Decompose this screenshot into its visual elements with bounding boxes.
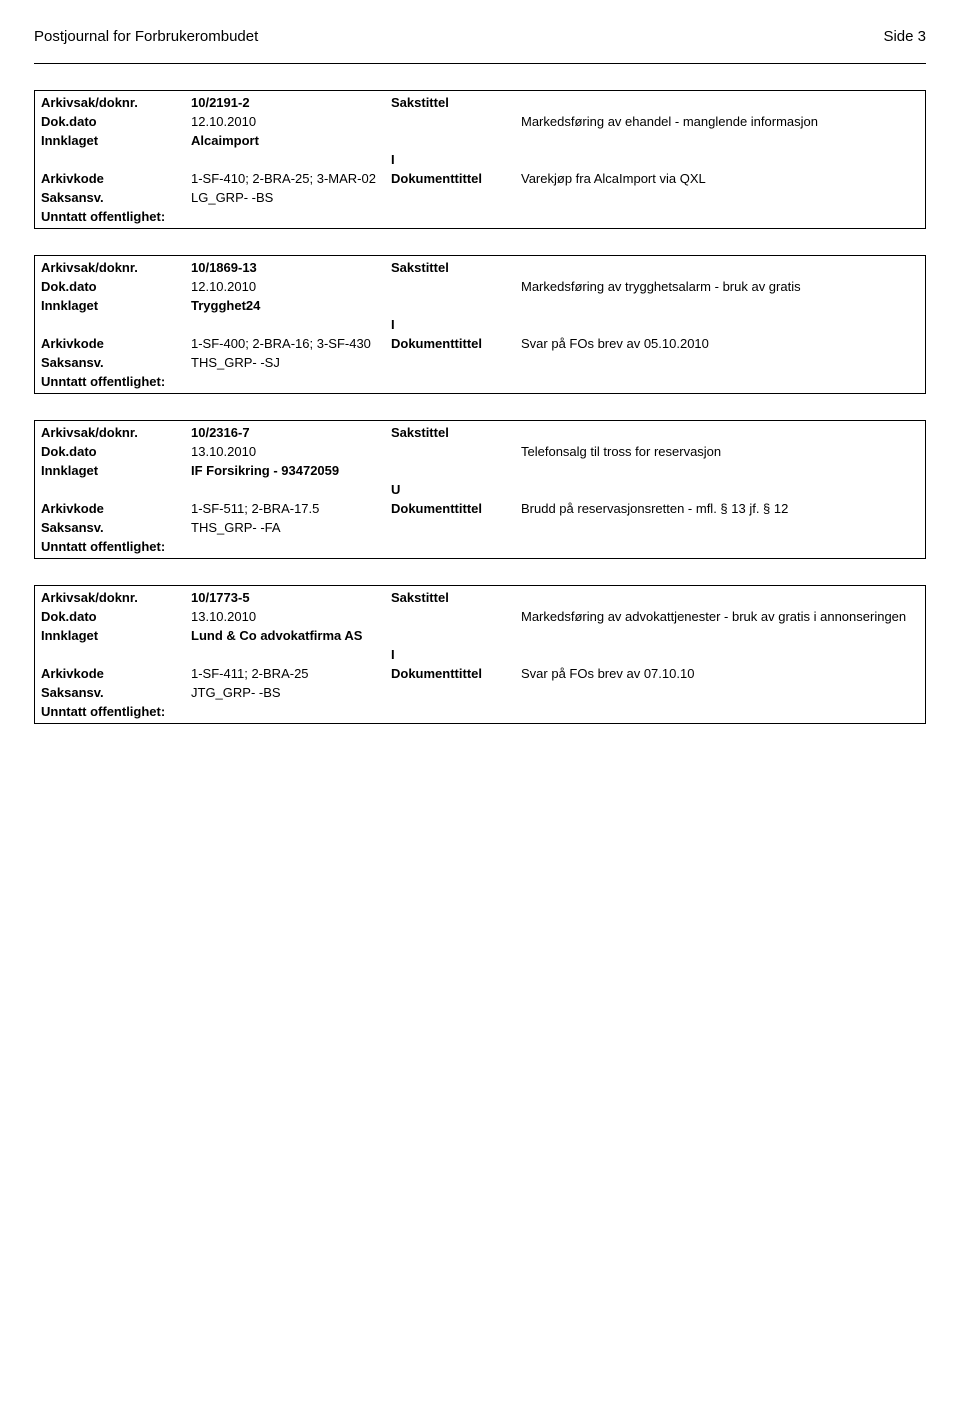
sakstittel-value: Telefonsalg til tross for reservasjon — [521, 444, 919, 459]
arkivsak-label: Arkivsak/doknr. — [41, 590, 191, 605]
arkivkode-value: 1-SF-411; 2-BRA-25 — [191, 666, 391, 681]
saksansv-label: Saksansv. — [41, 355, 191, 370]
dokdato-label: Dok.dato — [41, 279, 191, 294]
innklaget-label: Innklaget — [41, 133, 191, 148]
saksansv-label: Saksansv. — [41, 190, 191, 205]
saksansv-value: THS_GRP- -SJ — [191, 355, 391, 370]
header-divider — [34, 63, 926, 64]
arkivkode-label: Arkivkode — [41, 171, 191, 186]
arkivsak-value: 10/2316-7 — [191, 425, 391, 440]
innklaget-value: IF Forsikring - 93472059 — [191, 463, 391, 478]
innklaget-label: Innklaget — [41, 463, 191, 478]
doktittel-value: Varekjøp fra AlcaImport via QXL — [521, 171, 919, 186]
doktittel-label: Dokumenttittel — [391, 501, 521, 516]
arkivsak-label: Arkivsak/doknr. — [41, 260, 191, 275]
unntatt-label: Unntatt offentlighet: — [41, 539, 391, 554]
doktittel-label: Dokumenttittel — [391, 171, 521, 186]
unntatt-label: Unntatt offentlighet: — [41, 704, 391, 719]
innklaget-label: Innklaget — [41, 298, 191, 313]
journal-record: Arkivsak/doknr. 10/2191-2 Sakstittel Dok… — [34, 90, 926, 229]
dokdato-label: Dok.dato — [41, 609, 191, 624]
unntatt-label: Unntatt offentlighet: — [41, 374, 391, 389]
innklaget-value: Alcaimport — [191, 133, 391, 148]
journal-record: Arkivsak/doknr. 10/1869-13 Sakstittel Do… — [34, 255, 926, 394]
sakstittel-label: Sakstittel — [391, 95, 521, 110]
sakstittel-value: Markedsføring av trygghetsalarm - bruk a… — [521, 279, 919, 294]
dokdato-value: 13.10.2010 — [191, 444, 391, 459]
arkivkode-value: 1-SF-410; 2-BRA-25; 3-MAR-02 — [191, 171, 391, 186]
doktittel-label: Dokumenttittel — [391, 666, 521, 681]
arkivsak-label: Arkivsak/doknr. — [41, 425, 191, 440]
dokdato-label: Dok.dato — [41, 444, 191, 459]
saksansv-value: LG_GRP- -BS — [191, 190, 391, 205]
dokdato-value: 12.10.2010 — [191, 279, 391, 294]
innklaget-value: Lund & Co advokatfirma AS — [191, 628, 391, 643]
arkivsak-value: 10/1869-13 — [191, 260, 391, 275]
arkivkode-label: Arkivkode — [41, 501, 191, 516]
saksansv-label: Saksansv. — [41, 520, 191, 535]
arkivsak-label: Arkivsak/doknr. — [41, 95, 191, 110]
arkivkode-value: 1-SF-511; 2-BRA-17.5 — [191, 501, 391, 516]
dokdato-label: Dok.dato — [41, 114, 191, 129]
sakstittel-value: Markedsføring av ehandel - manglende inf… — [521, 114, 919, 129]
sakstittel-label: Sakstittel — [391, 590, 521, 605]
doktittel-value: Brudd på reservasjonsretten - mfl. § 13 … — [521, 501, 919, 516]
io-indicator: I — [391, 647, 521, 662]
dokdato-value: 12.10.2010 — [191, 114, 391, 129]
journal-title: Postjournal for Forbrukerombudet — [34, 28, 258, 45]
page-number: Side 3 — [883, 28, 926, 45]
sakstittel-value: Markedsføring av advokattjenester - bruk… — [521, 609, 919, 624]
doktittel-label: Dokumenttittel — [391, 336, 521, 351]
io-indicator: U — [391, 482, 521, 497]
arkivsak-value: 10/2191-2 — [191, 95, 391, 110]
dokdato-value: 13.10.2010 — [191, 609, 391, 624]
sakstittel-label: Sakstittel — [391, 425, 521, 440]
sakstittel-label: Sakstittel — [391, 260, 521, 275]
arkivkode-label: Arkivkode — [41, 336, 191, 351]
io-indicator: I — [391, 317, 521, 332]
arkivkode-label: Arkivkode — [41, 666, 191, 681]
saksansv-value: THS_GRP- -FA — [191, 520, 391, 535]
io-indicator: I — [391, 152, 521, 167]
innklaget-value: Trygghet24 — [191, 298, 391, 313]
journal-record: Arkivsak/doknr. 10/1773-5 Sakstittel Dok… — [34, 585, 926, 724]
journal-record: Arkivsak/doknr. 10/2316-7 Sakstittel Dok… — [34, 420, 926, 559]
arkivkode-value: 1-SF-400; 2-BRA-16; 3-SF-430 — [191, 336, 391, 351]
saksansv-value: JTG_GRP- -BS — [191, 685, 391, 700]
saksansv-label: Saksansv. — [41, 685, 191, 700]
arkivsak-value: 10/1773-5 — [191, 590, 391, 605]
innklaget-label: Innklaget — [41, 628, 191, 643]
unntatt-label: Unntatt offentlighet: — [41, 209, 391, 224]
doktittel-value: Svar på FOs brev av 05.10.2010 — [521, 336, 919, 351]
doktittel-value: Svar på FOs brev av 07.10.10 — [521, 666, 919, 681]
page-header: Postjournal for Forbrukerombudet Side 3 — [34, 28, 926, 45]
